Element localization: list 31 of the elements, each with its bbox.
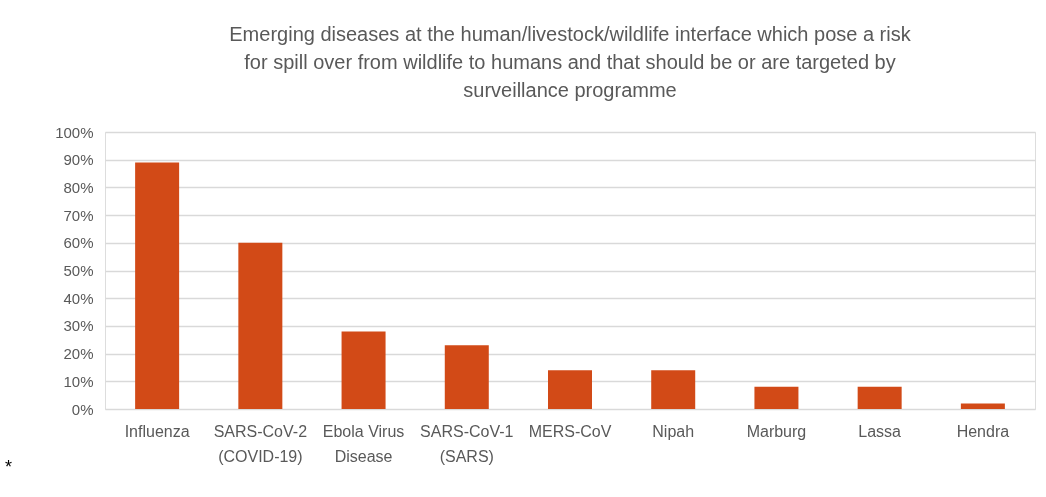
x-tick-label: Lassa <box>858 422 902 440</box>
y-tick-label: 30% <box>63 317 94 335</box>
x-tick-label: Hendra <box>956 422 1010 440</box>
chart-title: Emerging diseases at the human/livestock/wildlife interface which pose a risk for spill over from wildlife to humans and that should be or are targeted by surveillance programme <box>229 23 912 101</box>
y-tick-label: 0% <box>71 400 94 418</box>
bar <box>238 242 283 409</box>
bar <box>651 370 696 409</box>
y-tick-label: 70% <box>63 206 94 224</box>
x-tick-label: Marburg <box>746 422 807 440</box>
bar <box>444 345 489 409</box>
bar <box>135 162 180 409</box>
bar <box>857 386 902 409</box>
x-tick-label: Ebola Virus Disease <box>322 422 405 465</box>
x-tick-label: SARS-CoV-2 (COVID-19) <box>213 422 308 465</box>
bar <box>960 403 1005 409</box>
x-tick-label: MERS-CoV <box>528 422 612 440</box>
bar <box>548 370 592 409</box>
y-tick-label: 80% <box>63 178 94 196</box>
y-tick-label: 40% <box>63 289 94 307</box>
x-tick-label: Nipah <box>652 422 695 440</box>
y-tick-label: 100% <box>55 123 94 141</box>
y-tick-label: 50% <box>63 262 94 279</box>
bar <box>341 331 386 409</box>
y-tick-label: 60% <box>63 234 94 252</box>
y-tick-label: 20% <box>63 345 94 363</box>
y-tick-label: 90% <box>63 151 94 169</box>
bar <box>754 386 799 409</box>
x-tick-label: Influenza <box>124 422 190 440</box>
text: * <box>5 457 13 477</box>
y-tick-label: 10% <box>63 372 94 390</box>
x-tick-label: SARS-CoV-1 (SARS) <box>420 422 514 465</box>
